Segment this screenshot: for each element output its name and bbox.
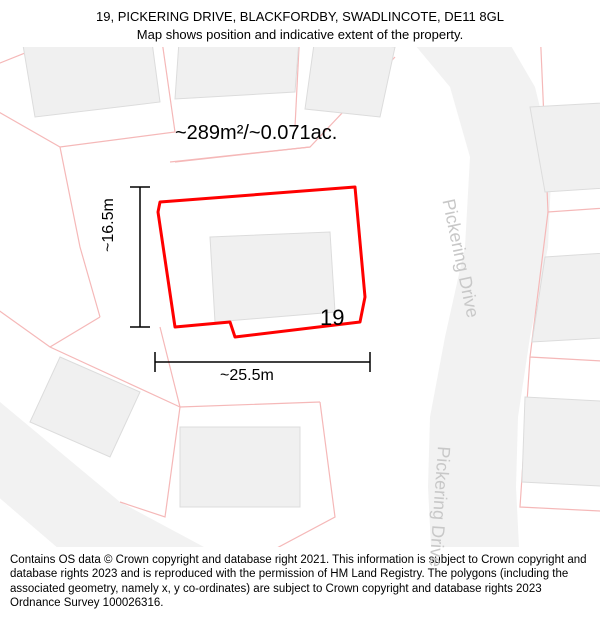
height-dimension-label: ~16.5m bbox=[100, 198, 118, 252]
address-line: 19, PICKERING DRIVE, BLACKFORDBY, SWADLI… bbox=[10, 8, 590, 26]
copyright-footer: Contains OS data © Crown copyright and d… bbox=[0, 547, 600, 619]
map-canvas: ~289m²/~0.071ac. ~25.5m ~16.5m 19 Picker… bbox=[0, 47, 600, 547]
area-label: ~289m²/~0.071ac. bbox=[175, 122, 337, 145]
width-dimension-label: ~25.5m bbox=[220, 367, 274, 385]
map-header: 19, PICKERING DRIVE, BLACKFORDBY, SWADLI… bbox=[0, 0, 600, 47]
house-number-label: 19 bbox=[320, 305, 344, 331]
subtitle-line: Map shows position and indicative extent… bbox=[10, 26, 590, 44]
